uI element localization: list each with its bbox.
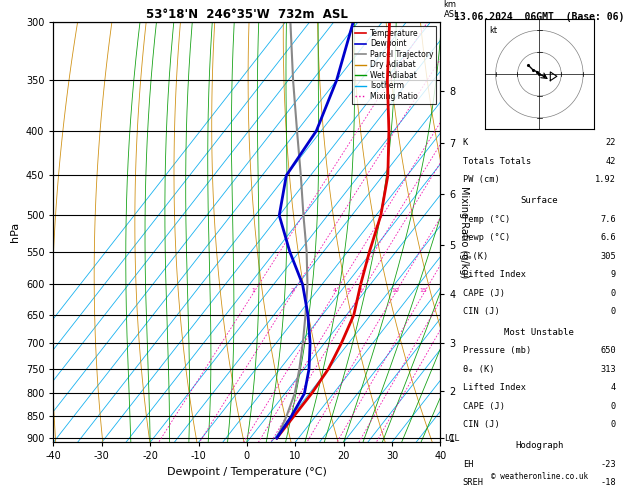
- Text: 1.92: 1.92: [595, 175, 616, 184]
- Text: Lifted Index: Lifted Index: [463, 383, 526, 392]
- Text: 305: 305: [600, 252, 616, 260]
- Text: CAPE (J): CAPE (J): [463, 289, 504, 297]
- Text: © weatheronline.co.uk: © weatheronline.co.uk: [491, 472, 588, 481]
- Y-axis label: hPa: hPa: [10, 222, 20, 242]
- Text: CAPE (J): CAPE (J): [463, 402, 504, 411]
- Text: Temp (°C): Temp (°C): [463, 215, 510, 224]
- Text: 13.06.2024  06GMT  (Base: 06): 13.06.2024 06GMT (Base: 06): [454, 12, 625, 22]
- Text: CIN (J): CIN (J): [463, 307, 499, 316]
- Text: 6.6: 6.6: [600, 233, 616, 242]
- Text: CIN (J): CIN (J): [463, 420, 499, 429]
- Text: SREH: SREH: [463, 478, 484, 486]
- Text: 10: 10: [391, 288, 399, 294]
- Text: 4: 4: [611, 383, 616, 392]
- X-axis label: Dewpoint / Temperature (°C): Dewpoint / Temperature (°C): [167, 467, 327, 477]
- Text: 5: 5: [347, 288, 351, 294]
- Text: 4: 4: [333, 288, 337, 294]
- Text: 2: 2: [291, 288, 294, 294]
- Y-axis label: Mixing Ratio (g/kg): Mixing Ratio (g/kg): [459, 186, 469, 278]
- Text: PW (cm): PW (cm): [463, 175, 499, 184]
- Text: LCL: LCL: [445, 434, 460, 443]
- Legend: Temperature, Dewpoint, Parcel Trajectory, Dry Adiabat, Wet Adiabat, Isotherm, Mi: Temperature, Dewpoint, Parcel Trajectory…: [352, 26, 437, 104]
- Text: 0: 0: [611, 402, 616, 411]
- Text: 42: 42: [606, 157, 616, 166]
- Text: Lifted Index: Lifted Index: [463, 270, 526, 279]
- Text: km
ASL: km ASL: [443, 0, 459, 19]
- Text: kt: kt: [489, 26, 497, 35]
- Text: 0: 0: [611, 420, 616, 429]
- Text: 22: 22: [606, 139, 616, 147]
- Text: -23: -23: [600, 460, 616, 469]
- Text: 0: 0: [611, 289, 616, 297]
- Text: 9: 9: [611, 270, 616, 279]
- Text: 7.6: 7.6: [600, 215, 616, 224]
- Text: -18: -18: [600, 478, 616, 486]
- Title: 53°18'N  246°35'W  732m  ASL: 53°18'N 246°35'W 732m ASL: [146, 8, 348, 21]
- Text: Surface: Surface: [521, 196, 558, 205]
- Text: 6: 6: [359, 288, 362, 294]
- Text: 1: 1: [251, 288, 255, 294]
- Text: EH: EH: [463, 460, 473, 469]
- Text: Totals Totals: Totals Totals: [463, 157, 531, 166]
- Text: 313: 313: [600, 365, 616, 374]
- Text: θₑ(K): θₑ(K): [463, 252, 489, 260]
- Text: Pressure (mb): Pressure (mb): [463, 347, 531, 355]
- Text: Most Unstable: Most Unstable: [504, 328, 574, 337]
- Text: 650: 650: [600, 347, 616, 355]
- Text: 0: 0: [611, 307, 616, 316]
- Text: 15: 15: [420, 288, 428, 294]
- Text: Dewp (°C): Dewp (°C): [463, 233, 510, 242]
- Text: K: K: [463, 139, 468, 147]
- Text: θₑ (K): θₑ (K): [463, 365, 494, 374]
- Text: Hodograph: Hodograph: [515, 441, 564, 450]
